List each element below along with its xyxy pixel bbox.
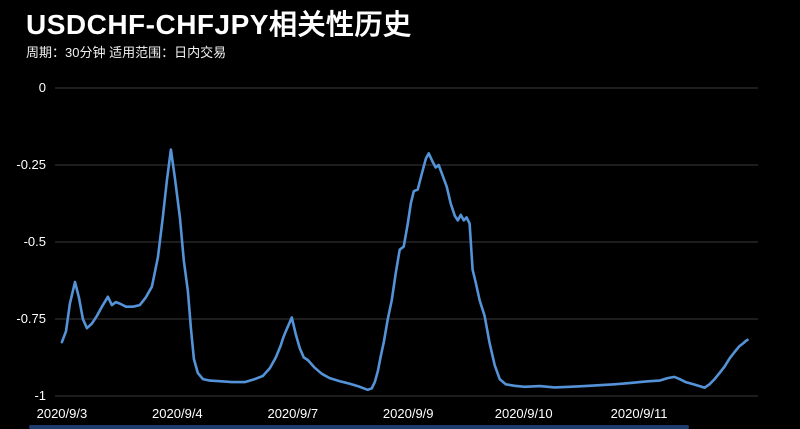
x-axis-tick-label: 2020/9/10: [494, 406, 553, 421]
y-axis-tick-label: 0: [38, 80, 46, 95]
y-axis-tick-label: -0.75: [16, 311, 46, 326]
y-axis-tick-label: -1: [34, 388, 46, 403]
x-axis-tick-label: 2020/9/4: [152, 406, 203, 421]
correlation-series-line: [60, 148, 749, 392]
y-axis-tick-label: -0.5: [23, 234, 46, 249]
video-progress-bar[interactable]: [29, 425, 689, 429]
chart-header: USDCHF-CHFJPY相关性历史 周期：30分钟 适用范围：日内交易: [26, 8, 411, 61]
x-axis-tick-label: 2020/9/7: [267, 406, 319, 421]
x-axis-tick-label: 2020/9/11: [610, 406, 668, 421]
y-axis-tick-label: -0.25: [16, 157, 46, 172]
x-axis-tick-label: 2020/9/9: [382, 406, 434, 421]
page-title: USDCHF-CHFJPY相关性历史: [26, 9, 412, 40]
chart-subtitle: 周期：30分钟 适用范围：日内交易: [26, 45, 227, 60]
x-axis-tick-label: 2020/9/3: [36, 406, 88, 421]
